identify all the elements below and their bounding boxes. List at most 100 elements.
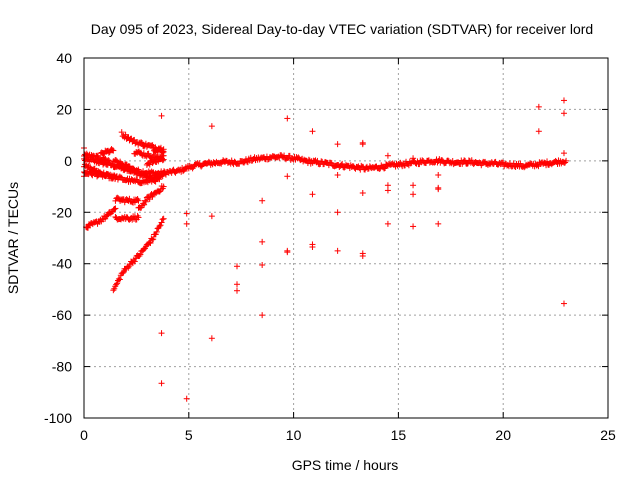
data-point xyxy=(138,139,145,146)
data-point xyxy=(157,222,164,229)
outlier-point xyxy=(234,263,241,270)
x-tick-label: 20 xyxy=(495,427,511,443)
y-tick-label: 0 xyxy=(64,153,72,169)
x-tick-label: 5 xyxy=(185,427,193,443)
data-point xyxy=(111,205,118,212)
data-point xyxy=(142,198,149,205)
data-point xyxy=(113,281,120,288)
x-tick-labels: 0 5 10 15 20 25 xyxy=(80,427,616,443)
outlier-point xyxy=(560,150,567,157)
y-tick-label: -80 xyxy=(52,359,72,375)
outlier-point xyxy=(334,141,341,148)
outlier-point xyxy=(359,253,366,259)
outlier-point xyxy=(535,128,542,135)
outlier-point xyxy=(560,97,567,104)
outlier-point xyxy=(359,190,366,196)
axis-ticks xyxy=(83,57,609,419)
y-tick-label: 20 xyxy=(56,101,72,117)
data-point xyxy=(158,219,165,226)
outlier-point xyxy=(535,103,542,110)
outlier-point xyxy=(334,247,341,254)
x-axis-label: GPS time / hours xyxy=(292,457,399,473)
data-point xyxy=(137,251,144,258)
data-point xyxy=(159,216,166,223)
y-tick-labels: 40 20 0 -20 -40 -60 -80 -100 xyxy=(44,50,72,426)
outlier-point xyxy=(158,380,165,387)
data-point xyxy=(157,146,164,153)
data-point xyxy=(135,214,142,221)
outlier-point xyxy=(560,300,567,307)
data-point xyxy=(463,160,470,167)
data-point xyxy=(181,167,188,174)
outlier-point xyxy=(560,110,567,117)
outlier-point xyxy=(384,182,391,189)
outlier-point xyxy=(309,128,316,135)
data-point xyxy=(83,150,90,157)
outlier-point xyxy=(435,186,442,193)
outlier-point xyxy=(309,244,316,250)
y-tick-label: -100 xyxy=(44,410,72,426)
data-point xyxy=(105,157,112,164)
outlier-point xyxy=(410,182,417,189)
outlier-point xyxy=(284,249,291,256)
data-point xyxy=(160,215,167,222)
data-point xyxy=(145,150,152,157)
y-axis-label: SDTVAR / TECUs xyxy=(5,182,21,294)
y-tick-label: -40 xyxy=(52,256,72,272)
data-point xyxy=(517,160,524,167)
data-point xyxy=(160,148,167,155)
data-point xyxy=(122,131,129,138)
data-point xyxy=(160,183,167,190)
data-point xyxy=(136,252,143,259)
y-tick-label: 40 xyxy=(56,50,72,66)
data-point xyxy=(115,275,122,282)
data-point xyxy=(118,129,125,136)
data-point xyxy=(563,157,570,164)
data-point xyxy=(131,258,138,265)
data-point xyxy=(468,157,475,164)
outlier-point xyxy=(309,191,316,198)
outlier-point xyxy=(435,220,442,227)
outlier-point xyxy=(158,112,165,119)
data-point xyxy=(119,162,126,169)
outlier-point xyxy=(259,312,266,319)
outlier-point xyxy=(259,262,266,268)
data-point xyxy=(110,147,117,154)
data-point xyxy=(150,236,157,243)
outlier-point xyxy=(384,187,391,194)
data-point xyxy=(112,205,119,212)
chart-title: Day 095 of 2023, Sidereal Day-to-day VTE… xyxy=(91,21,593,37)
outlier-point xyxy=(183,220,190,227)
data-point xyxy=(153,228,160,235)
data-point xyxy=(104,212,111,219)
data-point xyxy=(110,287,117,294)
data-point xyxy=(339,160,346,167)
x-tick-label: 25 xyxy=(600,427,616,443)
data-point xyxy=(94,152,101,159)
y-tick-label: -20 xyxy=(52,204,72,220)
outlier-point xyxy=(183,210,190,217)
x-tick-label: 10 xyxy=(286,427,302,443)
outlier-point xyxy=(259,238,266,245)
data-point xyxy=(114,280,121,287)
outlier-point xyxy=(410,223,417,230)
y-tick-label: -60 xyxy=(52,307,72,323)
plot-frame xyxy=(83,57,609,419)
outlier-point xyxy=(158,330,165,337)
data-point xyxy=(150,144,157,151)
outlier-point xyxy=(410,155,417,162)
outlier-point xyxy=(259,197,266,204)
data-point xyxy=(156,223,163,230)
outlier-point xyxy=(284,173,291,180)
gridlines xyxy=(84,58,608,418)
data-point xyxy=(116,276,123,283)
outlier-point xyxy=(410,191,417,198)
outlier-point xyxy=(234,281,241,288)
outlier-point xyxy=(208,213,215,220)
data-point xyxy=(156,188,163,195)
outlier-point xyxy=(435,172,442,178)
x-tick-label: 15 xyxy=(391,427,407,443)
outlier-point xyxy=(384,220,391,227)
outlier-point xyxy=(334,172,341,178)
